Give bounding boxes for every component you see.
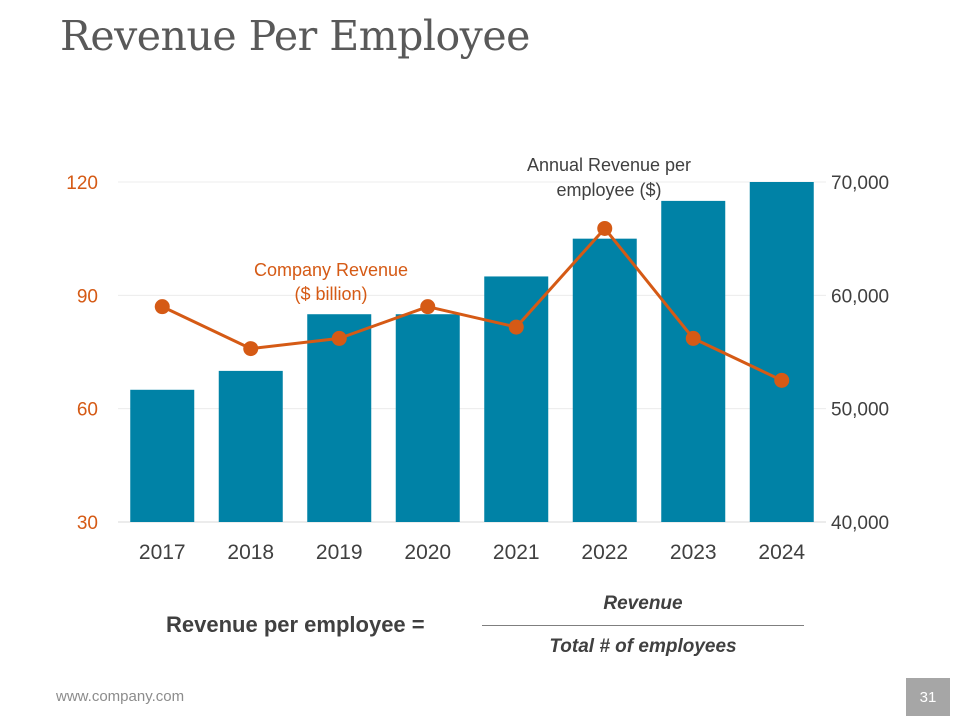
page-number: 31: [906, 678, 950, 716]
right-axis-tick-label: 50,000: [831, 400, 889, 421]
bar: [661, 200, 726, 522]
line-point: [508, 319, 524, 335]
footer-website: www.company.com: [56, 688, 185, 705]
bar: [130, 389, 195, 522]
revenue-per-employee-annotation: employee ($): [556, 180, 661, 200]
x-axis-tick-label: 2024: [758, 541, 805, 564]
line-point: [154, 299, 170, 315]
company-revenue-annotation: Company Revenue: [254, 260, 408, 280]
left-axis-tick-label: 60: [77, 400, 98, 421]
x-axis-tick-label: 2022: [581, 541, 628, 564]
x-axis-tick-label: 2020: [404, 541, 451, 564]
line-point: [685, 330, 701, 346]
bar: [307, 314, 372, 522]
x-axis-tick-label: 2018: [227, 541, 274, 564]
line-point: [774, 372, 790, 388]
formula-denominator: Total # of employees: [549, 636, 737, 657]
revenue-per-employee-annotation: Annual Revenue per: [527, 155, 691, 175]
left-axis-tick-label: 30: [77, 513, 98, 534]
line-point: [420, 299, 436, 315]
right-axis-tick-label: 40,000: [831, 513, 889, 534]
x-axis-tick-label: 2023: [670, 541, 717, 564]
revenue-chart: 30 60 90 120 40,000 50,000 60,000 70,000 2017 201…: [66, 155, 889, 564]
right-axis-tick-label: 60,000: [831, 286, 889, 307]
line-point: [331, 330, 347, 346]
right-axis-tick-label: 70,000: [831, 173, 889, 194]
x-axis-tick-label: 2017: [139, 541, 186, 564]
formula-numerator: Revenue: [603, 593, 683, 614]
bar: [218, 370, 283, 522]
line-point: [243, 341, 259, 357]
left-axis-tick-label: 120: [66, 173, 98, 194]
fraction-divider: [482, 625, 804, 626]
bar: [572, 238, 637, 522]
x-axis-tick-label: 2021: [493, 541, 540, 564]
formula-label: Revenue per employee =: [166, 612, 425, 637]
revenue-per-employee-line: [161, 226, 783, 382]
company-revenue-annotation: ($ billion): [294, 284, 367, 304]
x-axis-tick-label: 2019: [316, 541, 363, 564]
bar: [749, 182, 814, 522]
left-axis-tick-label: 90: [77, 286, 98, 307]
slide-title: Revenue Per Employee: [60, 12, 530, 60]
bar: [395, 314, 460, 522]
bar: [484, 276, 549, 522]
line-point: [597, 220, 613, 236]
